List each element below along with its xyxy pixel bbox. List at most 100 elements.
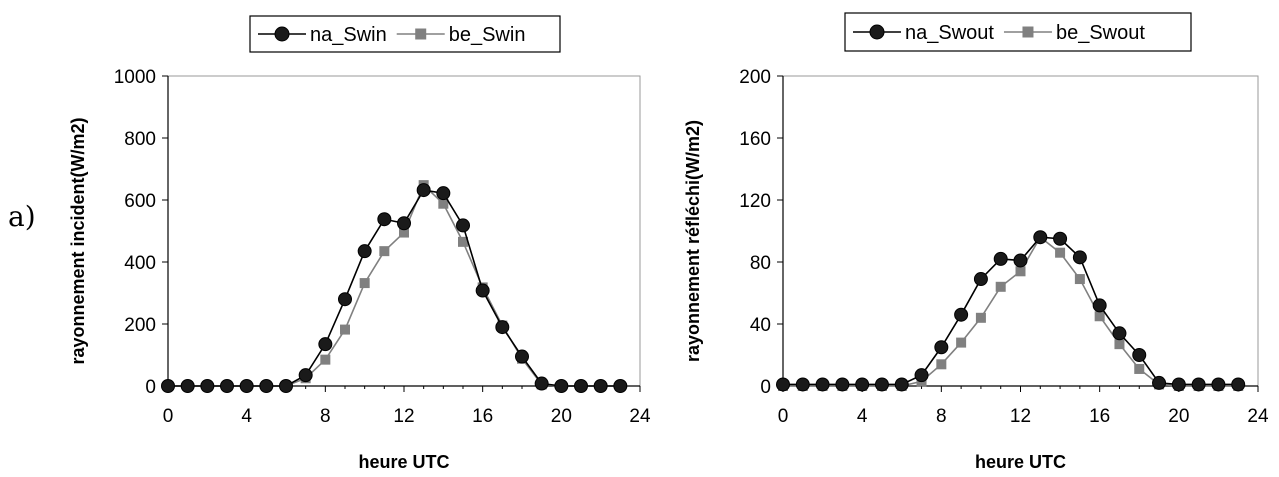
data-point	[515, 349, 529, 364]
x-tick-label: 4	[857, 406, 868, 427]
data-point	[180, 379, 195, 393]
data-point	[359, 278, 370, 289]
x-tick-label: 20	[1168, 406, 1189, 427]
data-point	[279, 379, 293, 393]
data-point	[975, 312, 986, 323]
data-point	[416, 183, 431, 198]
legend-marker	[274, 26, 290, 42]
data-point	[1112, 326, 1127, 341]
data-point	[1055, 247, 1066, 258]
data-point	[776, 377, 790, 392]
data-point	[995, 281, 1006, 292]
y-axis-title: rayonnement réfléchi(W/m2)	[683, 120, 703, 362]
x-axis-title: heure UTC	[975, 452, 1066, 472]
data-point	[973, 272, 988, 287]
data-point	[1094, 311, 1105, 322]
data-point	[259, 379, 274, 393]
data-point	[954, 307, 969, 322]
data-point	[397, 216, 411, 231]
x-tick-label: 4	[241, 406, 252, 427]
data-point	[456, 218, 470, 233]
y-tick-label: 120	[739, 191, 771, 212]
data-point	[593, 379, 608, 393]
x-tick-label: 0	[163, 406, 174, 427]
data-point	[894, 377, 909, 392]
data-point	[338, 292, 352, 307]
data-point	[835, 377, 850, 392]
legend-label: be_Swout	[1056, 22, 1145, 44]
data-point	[1114, 339, 1125, 350]
data-point	[1152, 375, 1167, 390]
data-point	[438, 198, 449, 209]
legend: na_Swin be_Swin	[249, 15, 561, 53]
data-point	[1072, 250, 1087, 265]
y-tick-label: 160	[739, 129, 771, 150]
data-point	[815, 377, 830, 392]
data-point	[399, 227, 409, 238]
x-tick-label: 16	[472, 406, 493, 427]
data-point	[1171, 377, 1186, 392]
data-point	[914, 368, 929, 383]
legend: na_Swout be_Swout	[844, 12, 1192, 52]
series-na_Swin	[161, 183, 628, 393]
x-axis-title: heure UTC	[358, 452, 449, 472]
data-point	[200, 379, 215, 393]
x-tick-label: 8	[320, 406, 331, 427]
data-point	[993, 251, 1008, 266]
data-point	[379, 246, 390, 257]
data-point	[574, 379, 588, 393]
y-axis-title: rayonnement incident(W/m2)	[68, 117, 88, 364]
data-point	[613, 379, 628, 393]
y-tick-label: 0	[145, 377, 156, 398]
legend-label: na_Swin	[310, 24, 387, 46]
data-point	[534, 376, 549, 391]
y-tick-label: 80	[750, 253, 771, 274]
series-be_Swout	[778, 232, 1244, 391]
data-point	[458, 236, 468, 247]
x-tick-label: 16	[1089, 406, 1110, 427]
x-tick-label: 20	[551, 406, 572, 427]
y-tick-label: 0	[760, 377, 771, 398]
data-point	[377, 212, 392, 227]
x-tick-label: 24	[1247, 406, 1269, 427]
series-line	[168, 183, 621, 387]
legend-box	[249, 15, 561, 53]
data-point	[475, 283, 490, 298]
data-point	[956, 337, 967, 348]
data-point	[1013, 253, 1028, 268]
y-tick-label: 800	[124, 129, 156, 150]
legend-label: be_Swin	[449, 24, 526, 46]
plot-frame	[782, 75, 1259, 387]
data-point	[855, 377, 870, 392]
data-point	[318, 337, 333, 352]
data-point	[495, 320, 510, 335]
y-tick-label: 200	[739, 67, 771, 88]
y-tick-label: 600	[124, 191, 156, 212]
x-tick-label: 12	[1010, 406, 1031, 427]
x-tick-label: 0	[778, 406, 789, 427]
data-point	[1211, 377, 1226, 392]
data-point	[340, 324, 350, 335]
data-point	[1134, 363, 1145, 374]
data-point	[1015, 266, 1026, 277]
series-line	[783, 236, 1239, 386]
series-line	[168, 189, 621, 387]
legend-item: na_Swout	[853, 22, 994, 44]
y-tick-label: 1000	[114, 67, 156, 88]
data-point	[436, 186, 451, 201]
y-tick-label: 400	[124, 253, 156, 274]
legend-marker	[1022, 26, 1034, 38]
data-point	[320, 354, 331, 365]
data-point	[220, 379, 234, 393]
data-point	[795, 377, 810, 392]
data-point	[357, 244, 372, 259]
y-tick-label: 40	[750, 315, 771, 336]
data-point	[1053, 231, 1068, 246]
data-point	[1092, 298, 1107, 313]
series-be_Swin	[163, 180, 626, 391]
data-point	[934, 340, 949, 355]
legend-item: be_Swout	[1003, 22, 1145, 44]
x-tick-label: 24	[629, 406, 651, 427]
